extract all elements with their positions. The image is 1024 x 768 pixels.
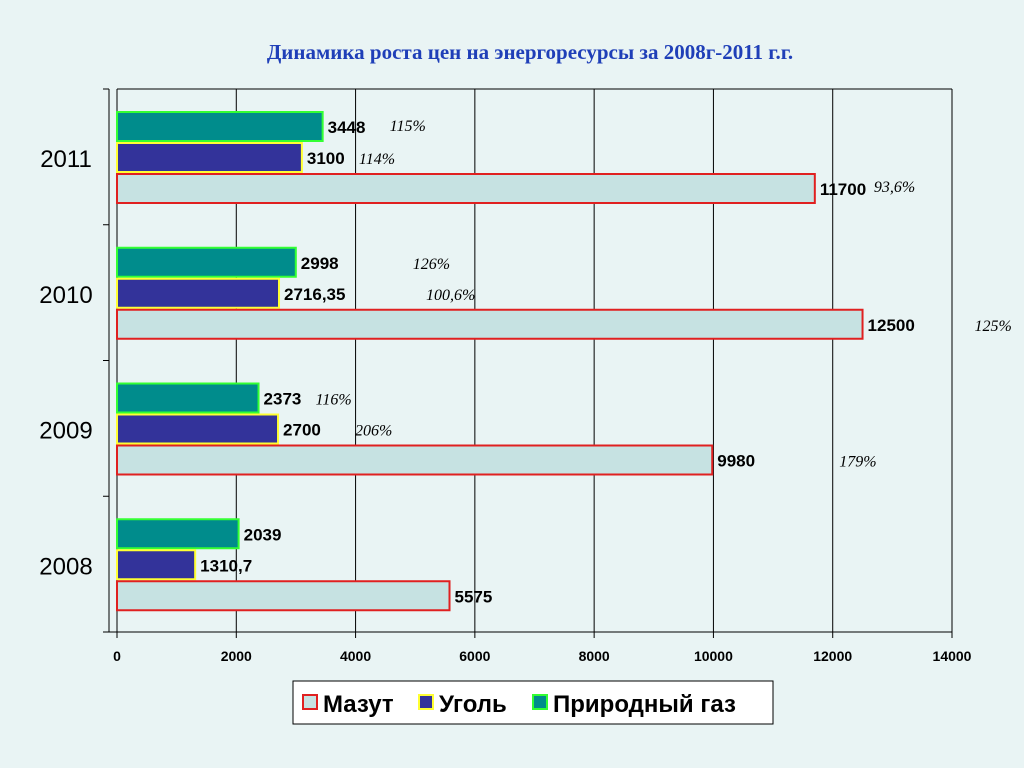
category-label: 2009	[39, 418, 92, 445]
bar-mazut	[116, 308, 864, 340]
growth-percent-label: 100,6%	[426, 287, 475, 304]
data-label: 2039	[244, 525, 282, 544]
bar-coal	[116, 413, 280, 445]
data-label: 5575	[455, 587, 493, 606]
legend-label: Мазут	[323, 691, 394, 718]
bar-gas	[116, 382, 260, 414]
data-label: 1310,7	[200, 556, 252, 575]
chart-title: Динамика роста цен на энергоресурсы за 2…	[266, 40, 794, 64]
data-label: 2700	[283, 421, 321, 440]
data-label: 2716,35	[284, 285, 345, 304]
growth-percent-label: 125%	[975, 318, 1012, 335]
legend: Мазут Уголь Природный газ	[292, 680, 774, 725]
bar-gas	[116, 111, 324, 142]
bars	[116, 111, 864, 612]
x-tick-label: 12000	[813, 648, 852, 664]
labels: 2008 2039 1310,7 5575 2009 2373 116% 2700 206% 99…	[39, 118, 1012, 606]
legend-swatch	[532, 694, 548, 710]
x-tick-label: 2000	[221, 648, 252, 664]
x-tick-label: 8000	[579, 648, 610, 664]
growth-percent-label: 206%	[355, 423, 392, 440]
category-label: 2010	[39, 282, 92, 309]
growth-percent-label: 115%	[390, 118, 426, 135]
growth-percent-label: 116%	[316, 392, 352, 409]
growth-percent-label: 179%	[839, 454, 876, 471]
legend-swatch	[418, 694, 434, 710]
growth-percent-label: 126%	[413, 256, 450, 273]
bar-mazut	[116, 580, 451, 612]
data-label: 2998	[301, 254, 339, 273]
data-label: 2373	[264, 390, 302, 409]
bar-gas	[116, 518, 240, 550]
data-label: 3100	[307, 149, 345, 168]
data-label: 12500	[868, 316, 915, 335]
bar-coal	[116, 549, 197, 581]
bar-mazut	[116, 173, 816, 204]
category-label: 2008	[39, 553, 92, 580]
data-label: 11700	[820, 180, 866, 199]
growth-percent-label: 114%	[359, 151, 395, 168]
x-tick-label: 14000	[933, 648, 972, 664]
x-tick-label: 6000	[459, 648, 490, 664]
x-tick-label: 10000	[694, 648, 733, 664]
axes: 0 2000 4000 6000 8000 10000 12000 14000	[103, 88, 972, 664]
legend-swatch	[302, 694, 318, 710]
growth-percent-label: 93,6%	[874, 179, 915, 196]
x-tick-label: 0	[113, 648, 121, 664]
bar-coal	[116, 142, 303, 173]
data-label: 3448	[328, 118, 366, 137]
x-tick-label: 4000	[340, 648, 371, 664]
legend-label: Природный газ	[553, 691, 736, 718]
legend-label: Уголь	[439, 691, 507, 718]
bar-coal	[116, 277, 281, 309]
category-label: 2011	[40, 146, 92, 173]
data-label: 9980	[717, 452, 755, 471]
bar-mazut	[116, 444, 714, 476]
bar-gas	[116, 246, 297, 278]
